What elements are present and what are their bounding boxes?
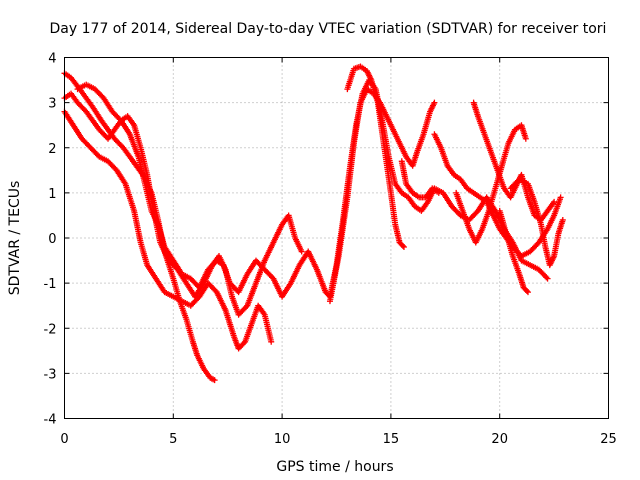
series-track-11 bbox=[507, 176, 566, 269]
series-track-12 bbox=[398, 158, 442, 201]
data-point bbox=[557, 194, 564, 201]
data-point bbox=[243, 303, 250, 310]
x-axis-label: GPS time / hours bbox=[276, 459, 393, 475]
x-tick-label: 20 bbox=[491, 432, 508, 447]
series-track-3 bbox=[61, 108, 275, 352]
x-tick-label: 15 bbox=[383, 432, 400, 447]
series-track-6 bbox=[344, 63, 407, 251]
data-point bbox=[522, 135, 529, 142]
x-tick-label: 5 bbox=[169, 432, 177, 447]
series-track-1 bbox=[61, 70, 218, 384]
y-tick-label: 3 bbox=[48, 97, 56, 112]
grid-lines bbox=[64, 57, 609, 419]
series-track-7 bbox=[431, 131, 564, 260]
data-point bbox=[523, 288, 530, 295]
x-tick-label: 0 bbox=[60, 432, 68, 447]
data-point bbox=[524, 289, 531, 296]
data-point bbox=[559, 216, 566, 223]
data-points bbox=[61, 63, 566, 384]
y-tick-label: 1 bbox=[48, 187, 56, 202]
data-point bbox=[551, 198, 558, 205]
y-tick-label: 2 bbox=[48, 142, 56, 157]
y-tick-label: -4 bbox=[44, 413, 57, 428]
y-tick-label: 0 bbox=[48, 232, 56, 247]
data-point bbox=[298, 248, 305, 255]
data-point bbox=[268, 338, 275, 345]
series-track-2 bbox=[61, 90, 305, 318]
data-point bbox=[399, 242, 406, 249]
y-tick-label: 4 bbox=[48, 52, 56, 67]
x-tick-label: 25 bbox=[600, 432, 617, 447]
data-point bbox=[543, 274, 550, 281]
data-point bbox=[400, 244, 407, 251]
series-track-10 bbox=[496, 207, 531, 296]
data-point bbox=[211, 377, 218, 384]
y-tick-label: -3 bbox=[44, 367, 57, 382]
y-tick-label: -2 bbox=[44, 322, 57, 337]
data-point bbox=[431, 99, 438, 106]
y-tick-label: -1 bbox=[44, 277, 57, 292]
data-point bbox=[544, 275, 551, 282]
y-axis-label: SDTVAR / TECUs bbox=[7, 181, 23, 296]
data-point bbox=[435, 189, 442, 196]
chart-title: Day 177 of 2014, Sidereal Day-to-day VTE… bbox=[50, 21, 607, 37]
plot-frame bbox=[64, 57, 609, 419]
x-tick-label: 10 bbox=[274, 432, 291, 447]
